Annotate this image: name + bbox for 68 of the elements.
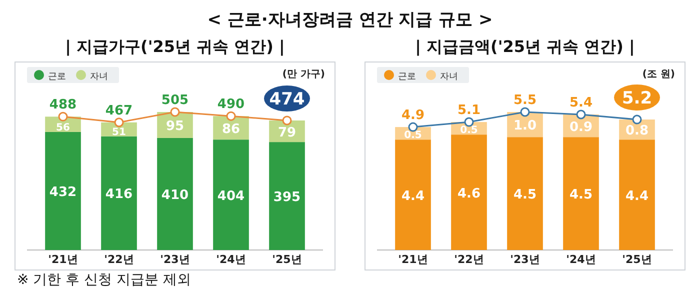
legend-label: 근로 (48, 72, 66, 82)
data-label: 410 (161, 188, 189, 203)
data-label: 79 (278, 125, 296, 140)
point (114, 118, 124, 128)
data-label: 56 (56, 122, 70, 134)
bar (269, 142, 305, 250)
point (170, 107, 180, 117)
point (576, 110, 586, 120)
data-label: 5.4 (569, 96, 593, 111)
data-label: 432 (49, 184, 77, 200)
data-label: 51 (112, 126, 126, 138)
data-label: 1.0 (513, 118, 537, 134)
bar (563, 137, 599, 250)
data-label: 395 (273, 190, 301, 206)
x-tick-label: '24년 (566, 253, 596, 266)
data-label: 4.5 (513, 188, 537, 203)
data-label: 488 (49, 98, 77, 113)
text: | 지급가구('25년 귀속 연간) | (65, 37, 285, 56)
data-label: 0.5 (460, 125, 478, 136)
x-tick-label: '25년 (272, 253, 302, 266)
legend-label: 자녀 (440, 72, 458, 82)
x-tick-label: '23년 (510, 253, 540, 266)
x-tick-label: '21년 (48, 253, 78, 266)
data-label: 86 (222, 122, 240, 137)
data-label: 0.9 (569, 120, 593, 135)
bar (101, 136, 137, 250)
bar (395, 140, 431, 250)
point (226, 111, 236, 121)
bar (619, 140, 655, 250)
y-axis-title: (만 가구) (282, 69, 325, 80)
point (58, 112, 68, 122)
data-label: 4.4 (625, 188, 649, 204)
data-label: 505 (161, 93, 189, 108)
point (632, 114, 642, 124)
data-label: 0.5 (404, 130, 422, 142)
x-tick-label: '24년 (216, 253, 246, 266)
annotation: < 근로·자녀장려금 연간 지급 규모 > (207, 10, 493, 30)
text: ※ 기한 후 신청 지급분 제외 (17, 272, 191, 288)
x-tick-label: '22년 (454, 253, 484, 266)
data-label: 474 (269, 89, 305, 110)
legend-label: 자녀 (90, 72, 108, 82)
bar (45, 132, 81, 250)
data-label: 4.5 (569, 188, 593, 203)
data-label: 404 (217, 188, 245, 204)
data-label: 467 (105, 103, 133, 118)
x-tick-label: '23년 (160, 253, 190, 266)
data-label: 490 (217, 97, 245, 112)
data-label: 4.9 (401, 108, 425, 124)
x-tick-label: '22년 (104, 253, 134, 266)
data-label: 416 (105, 187, 133, 202)
point (282, 116, 292, 126)
y-axis-title: (조 원) (642, 69, 675, 80)
text: | 지급금액('25년 귀속 연간) | (415, 37, 635, 56)
data-label: 95 (166, 118, 184, 134)
data-label: 5.1 (457, 103, 481, 118)
data-label: 5.5 (513, 93, 537, 108)
legend-label: 근로 (398, 72, 416, 82)
data-label: 5.2 (622, 88, 652, 109)
data-label: 0.8 (625, 124, 649, 139)
point (520, 107, 530, 117)
bar (213, 140, 249, 250)
x-tick-label: '21년 (398, 253, 428, 266)
x-tick-label: '25년 (622, 253, 652, 266)
bar (157, 138, 193, 250)
bar (507, 137, 543, 250)
data-label: 4.6 (457, 186, 481, 202)
data-label: 4.4 (401, 188, 425, 204)
bar (451, 134, 487, 250)
